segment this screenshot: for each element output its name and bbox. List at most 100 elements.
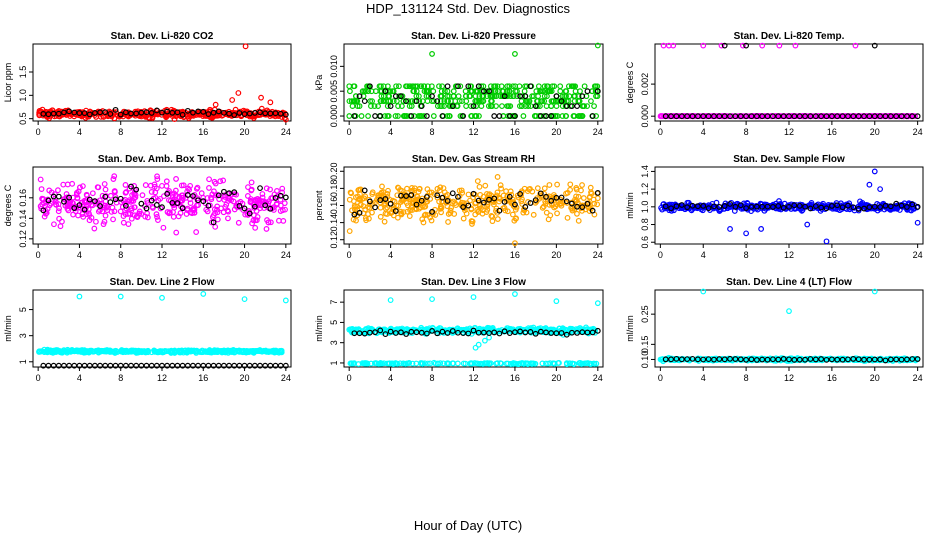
data-point xyxy=(66,203,73,210)
outlier-point xyxy=(718,42,725,49)
mean-point xyxy=(241,111,248,117)
mean-point xyxy=(434,98,441,105)
data-point xyxy=(580,326,587,333)
y-axis-label: ml/min xyxy=(3,315,13,342)
panel-title: Stan. Dev. Sample Flow xyxy=(733,154,845,165)
mean-point xyxy=(148,197,155,204)
data-point xyxy=(547,212,554,219)
data-point xyxy=(520,113,527,119)
mean-point xyxy=(387,103,394,109)
y-tick-label: 0.25 xyxy=(640,305,650,323)
mean-point xyxy=(164,108,171,115)
mean-point xyxy=(914,113,921,120)
data-point xyxy=(281,200,288,207)
data-point xyxy=(404,360,410,367)
y-axis-label: degrees C xyxy=(625,61,635,103)
x-tick-label: 12 xyxy=(784,250,794,260)
mean-point xyxy=(796,202,803,209)
data-point xyxy=(541,185,548,192)
mean-point xyxy=(823,205,830,212)
data-point xyxy=(487,360,494,367)
data-point xyxy=(576,360,583,366)
data-point xyxy=(166,209,173,216)
mean-point xyxy=(678,202,685,208)
mean-point xyxy=(387,328,394,335)
data-point xyxy=(540,203,547,210)
mean-point xyxy=(455,193,461,200)
data-point xyxy=(396,83,402,90)
mean-point xyxy=(246,110,253,117)
mean-point xyxy=(589,113,596,119)
mean-point xyxy=(807,113,814,120)
mean-point xyxy=(408,192,415,198)
mean-point xyxy=(470,190,477,197)
mean-point xyxy=(512,201,518,208)
mean-point xyxy=(480,199,487,206)
data-point xyxy=(112,194,119,200)
data-point xyxy=(514,93,520,100)
data-point xyxy=(398,199,404,205)
data-point xyxy=(195,110,202,117)
x-tick-label: 8 xyxy=(118,373,123,383)
data-point xyxy=(526,98,533,105)
data-point xyxy=(142,182,149,188)
mean-point xyxy=(574,103,580,109)
data-point xyxy=(36,348,43,355)
mean-point xyxy=(861,113,867,120)
data-point xyxy=(445,197,452,204)
data-point xyxy=(252,224,259,231)
data-point xyxy=(152,194,159,201)
data-point xyxy=(86,349,92,356)
x-tick-label: 16 xyxy=(510,127,520,137)
data-point xyxy=(162,348,168,354)
mean-point xyxy=(71,109,78,116)
data-point xyxy=(41,200,47,207)
data-point xyxy=(235,219,242,226)
x-tick-label: 0 xyxy=(347,373,352,383)
mean-point xyxy=(711,356,717,363)
mean-point xyxy=(818,204,825,211)
mean-point xyxy=(434,192,441,199)
y-tick-label: 0.14 xyxy=(329,214,339,232)
x-tick-label: 8 xyxy=(430,373,435,383)
data-point xyxy=(593,113,600,119)
data-point xyxy=(451,211,458,217)
x-tick-label: 0 xyxy=(36,250,41,260)
data-point xyxy=(563,88,570,95)
mean-point xyxy=(148,110,155,116)
data-point xyxy=(259,194,266,201)
data-point xyxy=(579,182,585,188)
data-point xyxy=(273,201,280,208)
mean-point xyxy=(392,208,399,214)
data-point xyxy=(377,204,384,211)
data-point xyxy=(725,356,731,363)
data-point xyxy=(173,176,179,182)
mean-point xyxy=(780,113,787,120)
outlier-point xyxy=(267,99,274,106)
mean-point xyxy=(904,204,910,210)
data-point xyxy=(44,347,51,354)
mean-point xyxy=(532,103,539,109)
data-point xyxy=(282,206,288,213)
y-axis-label: degrees C xyxy=(3,184,13,226)
mean-point xyxy=(434,330,441,337)
data-point xyxy=(410,88,417,95)
data-point xyxy=(128,205,135,212)
data-point xyxy=(210,212,217,219)
mean-point xyxy=(486,196,492,203)
data-point xyxy=(149,112,155,118)
data-point xyxy=(427,360,434,367)
data-point xyxy=(440,185,447,192)
data-point xyxy=(130,347,137,354)
outlier-point xyxy=(241,296,248,303)
x-tick-label: 4 xyxy=(388,250,393,260)
data-point xyxy=(476,183,483,190)
data-point xyxy=(99,208,106,215)
mean-point xyxy=(439,194,446,201)
data-point xyxy=(187,200,194,207)
data-point xyxy=(518,98,525,105)
data-point xyxy=(240,107,247,114)
mean-point xyxy=(221,109,227,116)
data-point xyxy=(383,98,390,105)
mean-point xyxy=(558,194,565,201)
